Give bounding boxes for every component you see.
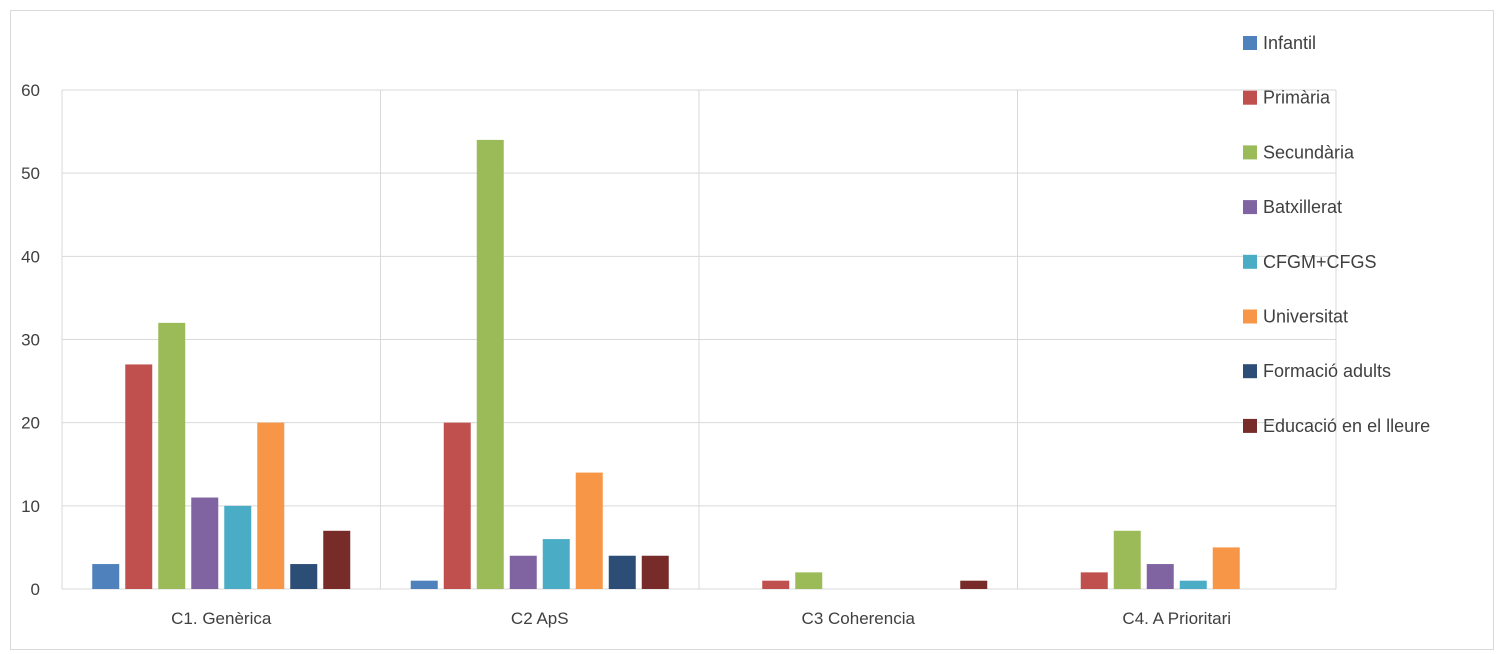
bar <box>1113 530 1141 589</box>
bar <box>125 364 153 589</box>
bar <box>960 580 988 589</box>
x-category-label: C1. Genèrica <box>171 609 272 628</box>
bar <box>608 555 636 589</box>
legend-swatch <box>1243 145 1257 160</box>
bar <box>158 322 186 589</box>
y-tick-label: 30 <box>21 331 40 350</box>
bar <box>224 505 252 589</box>
y-axis-ticks: 0 10 20 30 40 50 60 <box>21 81 40 599</box>
legend-label: Universitat <box>1263 307 1348 327</box>
bar <box>191 497 219 589</box>
bar <box>290 564 318 589</box>
legend-label: Secundària <box>1263 142 1355 162</box>
legend-swatch <box>1243 36 1257 50</box>
legend-label: CFGM+CFGS <box>1263 252 1377 272</box>
gridlines <box>61 89 1337 590</box>
x-axis-labels: C1. Genèrica C2 ApS C3 Coherencia C4. A Pri… <box>171 609 1231 628</box>
legend-label: Primària <box>1263 88 1331 108</box>
x-category-label: C4. A Prioritari <box>1122 609 1231 628</box>
legend-swatch <box>1243 200 1257 215</box>
legend-label: Infantil <box>1263 33 1316 53</box>
y-tick-label: 10 <box>21 497 40 516</box>
y-tick-label: 40 <box>21 247 40 266</box>
bar <box>762 580 790 589</box>
bar <box>443 422 471 589</box>
y-tick-label: 60 <box>21 81 40 100</box>
legend-label: Batxillerat <box>1263 197 1342 217</box>
legend-swatch <box>1243 309 1257 324</box>
bar <box>1080 572 1108 589</box>
legend-label: Educació en el lleure <box>1263 416 1430 436</box>
x-category-label: C3 Coherencia <box>802 609 916 628</box>
x-category-label: C2 ApS <box>511 609 569 628</box>
y-tick-label: 0 <box>31 580 40 599</box>
bar <box>575 472 603 589</box>
bar <box>92 564 120 589</box>
bar <box>509 555 537 589</box>
legend-swatch <box>1243 90 1257 105</box>
bar <box>1146 564 1174 589</box>
y-tick-label: 20 <box>21 414 40 433</box>
bar <box>323 530 351 589</box>
bar <box>1212 547 1240 589</box>
legend: Infantil Primària Secundària Batxillerat CFG… <box>1243 33 1430 436</box>
legend-swatch <box>1243 254 1257 269</box>
legend-label: Formació adults <box>1263 361 1391 381</box>
legend-swatch <box>1243 418 1257 433</box>
bars <box>92 139 1240 589</box>
bar <box>641 555 669 589</box>
y-tick-label: 50 <box>21 164 40 183</box>
legend-swatch <box>1243 364 1257 379</box>
bar <box>795 572 823 589</box>
bar <box>1179 580 1207 589</box>
bar <box>542 539 570 589</box>
bar <box>476 139 504 589</box>
bar <box>257 422 285 589</box>
bar <box>410 580 438 589</box>
